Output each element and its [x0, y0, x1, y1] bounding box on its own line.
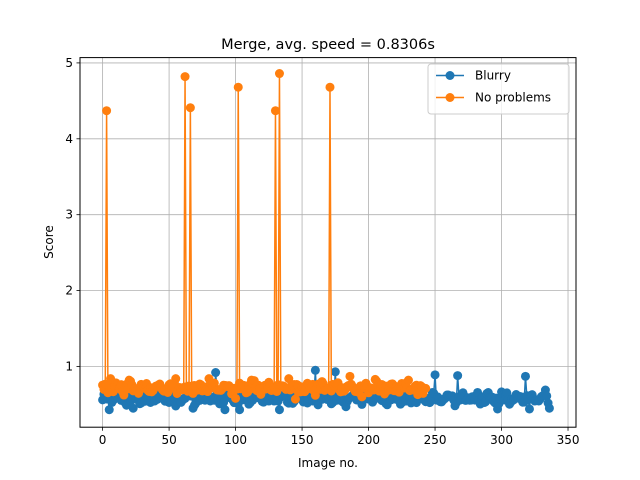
data-point-no-problems	[231, 393, 241, 403]
data-point-blurry	[274, 405, 284, 415]
data-point-no-problems	[185, 103, 195, 113]
data-point-blurry	[330, 367, 340, 377]
series-layer	[98, 69, 554, 415]
y-axis: 1 2 3 4 5	[65, 56, 80, 373]
y-tick-label: 5	[65, 56, 73, 70]
x-tick-label: 300	[490, 433, 513, 447]
data-point-no-problems	[274, 69, 284, 79]
y-tick-label: 4	[65, 132, 73, 146]
y-tick-label: 3	[65, 208, 73, 222]
data-point-blurry	[310, 365, 320, 375]
series-no-problems	[98, 69, 431, 404]
x-tick-label: 200	[357, 433, 380, 447]
legend: Blurry No problems	[427, 63, 570, 115]
x-tick-label: 0	[99, 433, 107, 447]
y-tick-label: 1	[65, 359, 73, 373]
data-point-blurry	[211, 368, 221, 378]
legend-label-no-problems: No problems	[475, 91, 551, 105]
x-tick-label: 50	[161, 433, 176, 447]
data-point-blurry	[524, 404, 534, 414]
data-point-blurry	[235, 405, 245, 415]
data-point-blurry	[128, 403, 138, 413]
data-point-blurry	[104, 405, 114, 415]
grid	[80, 57, 576, 428]
chart-title: Merge, avg. speed = 0.8306s	[221, 37, 435, 53]
data-point-no-problems	[290, 394, 300, 404]
data-point-no-problems	[171, 374, 181, 384]
data-point-blurry	[542, 391, 552, 401]
data-point-no-problems	[325, 82, 335, 92]
x-tick-label: 150	[291, 433, 314, 447]
legend-label-blurry: Blurry	[475, 69, 511, 83]
data-point-blurry	[502, 388, 512, 398]
data-point-no-problems	[357, 392, 367, 402]
data-point-no-problems	[102, 106, 112, 116]
data-point-no-problems	[233, 82, 243, 92]
data-point-no-problems	[310, 390, 320, 400]
legend-box	[427, 63, 570, 115]
data-point-no-problems	[421, 383, 431, 393]
y-tick-label: 2	[65, 284, 73, 298]
x-tick-label: 350	[557, 433, 580, 447]
y-axis-title: Score	[42, 225, 56, 259]
x-tick-label: 100	[224, 433, 247, 447]
x-tick-label: 250	[424, 433, 447, 447]
plot-frame	[79, 57, 577, 428]
data-point-no-problems	[403, 375, 413, 385]
data-point-blurry	[453, 371, 463, 381]
x-axis: 0 50 100 150 200 250 300 350	[99, 427, 580, 447]
data-point-no-problems	[284, 374, 294, 384]
data-point-blurry	[544, 403, 554, 413]
legend-marker-blurry	[445, 71, 455, 80]
data-point-no-problems	[345, 371, 355, 381]
data-point-no-problems	[180, 72, 190, 82]
data-point-blurry	[520, 371, 530, 381]
legend-marker-no-problems	[445, 93, 455, 102]
data-point-no-problems	[270, 106, 280, 116]
data-point-blurry	[220, 405, 230, 415]
x-axis-title: Image no.	[298, 456, 358, 470]
data-point-blurry	[430, 370, 440, 380]
